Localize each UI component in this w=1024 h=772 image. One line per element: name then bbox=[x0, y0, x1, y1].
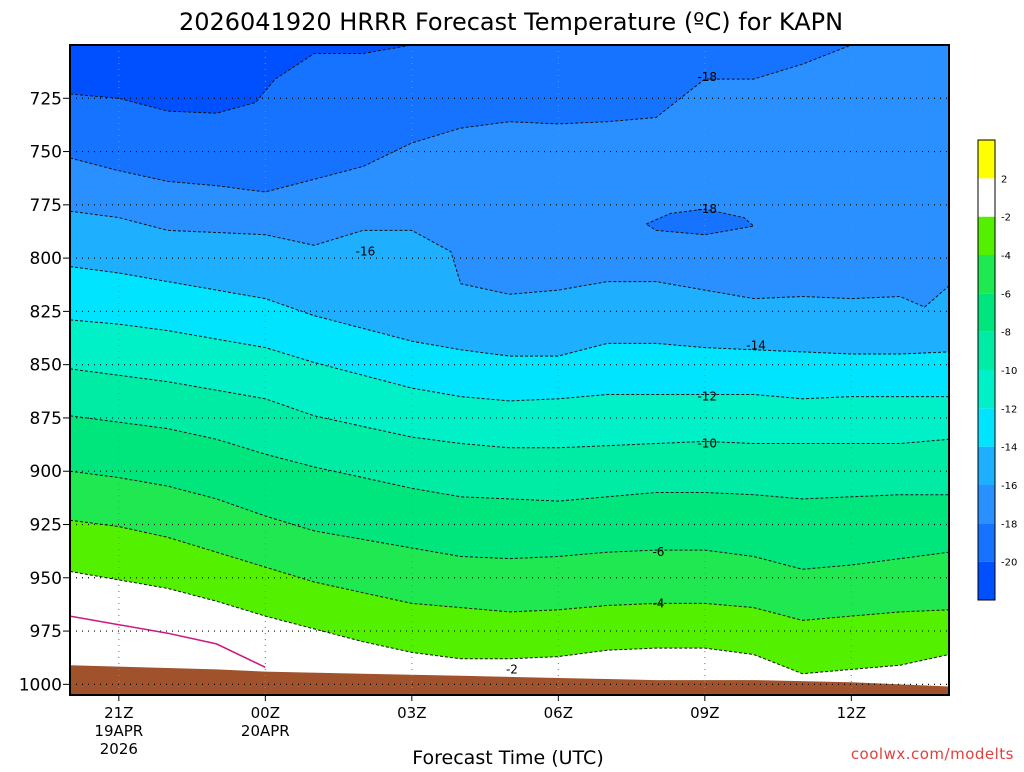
temperature-fills bbox=[70, 45, 949, 695]
contour-line--8 bbox=[70, 415, 949, 502]
contour-line--4 bbox=[70, 519, 949, 621]
y-tick-label: 875 bbox=[30, 409, 62, 429]
colorbar-swatch bbox=[978, 370, 995, 409]
colorbar-swatch bbox=[978, 331, 995, 370]
colorbar-tick-label: -14 bbox=[1001, 443, 1017, 454]
x-tick-sublabel: 19APR bbox=[94, 722, 143, 740]
contour-line--10 bbox=[70, 368, 949, 449]
plot-frame bbox=[69, 44, 950, 696]
contour-label: -12 bbox=[697, 390, 717, 404]
colorbar-swatch bbox=[978, 561, 995, 600]
contour-line--16 bbox=[70, 210, 949, 308]
y-tick-label: 1000 bbox=[19, 675, 62, 695]
dewpoint-line bbox=[70, 615, 266, 668]
x-tick-label: 06Z bbox=[544, 704, 573, 722]
contour-label: -18 bbox=[697, 70, 717, 84]
x-tick-label: 03Z bbox=[397, 704, 426, 722]
contour-line--20 bbox=[70, 45, 412, 114]
colorbar-tick-label: -10 bbox=[1001, 366, 1017, 377]
colorbar-swatch bbox=[978, 408, 995, 447]
x-tick-label: 21Z bbox=[104, 704, 133, 722]
y-tick-label: 775 bbox=[30, 196, 62, 216]
colorbar-swatch bbox=[978, 140, 995, 179]
colorbar-swatch bbox=[978, 255, 995, 294]
colorbar-tick-label: 2 bbox=[1001, 174, 1007, 185]
y-tick-label: 925 bbox=[30, 516, 62, 536]
contour-label: -18 bbox=[697, 202, 717, 216]
credit-text: coolwx.com/modelts bbox=[851, 745, 1014, 763]
y-tick-label: 900 bbox=[30, 462, 62, 482]
x-axis-label: Forecast Time (UTC) bbox=[412, 747, 603, 768]
colorbar: 2 -2 -4 -6 -8 -10 -12 -14 -16 -18 -20 bbox=[977, 139, 1017, 601]
colorbar-swatch bbox=[978, 485, 995, 524]
contour-labels: -18 -18 -16 -14 -12 -10 -6 -4 -2 bbox=[356, 70, 766, 676]
colorbar-swatch bbox=[978, 523, 995, 562]
colorbar-tick-label: -12 bbox=[1001, 404, 1017, 415]
chart-title: 2026041920 HRRR Forecast Temperature (ºC… bbox=[179, 8, 843, 36]
ground-area bbox=[70, 665, 949, 695]
colorbar-frame bbox=[977, 139, 996, 601]
contour-line--12 bbox=[70, 319, 949, 402]
contour-line--2 bbox=[70, 570, 949, 675]
colorbar-swatch bbox=[978, 446, 995, 485]
y-tick-label: 850 bbox=[30, 356, 62, 376]
contour-lines bbox=[70, 45, 949, 675]
x-tick-label: 09Z bbox=[690, 704, 719, 722]
contour-label: -14 bbox=[746, 338, 766, 352]
colorbar-tick-label: -16 bbox=[1001, 481, 1017, 492]
contour-label: -16 bbox=[356, 245, 376, 259]
contour-label: -2 bbox=[506, 662, 518, 676]
y-tick-label: 750 bbox=[30, 143, 62, 163]
colorbar-tick-label: -20 bbox=[1001, 558, 1017, 569]
grid-lines bbox=[70, 45, 949, 695]
colorbar-tick-label: -8 bbox=[1001, 328, 1011, 339]
y-axis: 725 750 775 800 825 850 875 900 925 950 975 1000 bbox=[19, 89, 70, 695]
y-tick-label: 800 bbox=[30, 249, 62, 269]
colorbar-swatch bbox=[978, 178, 995, 217]
y-tick-label: 725 bbox=[30, 89, 62, 109]
contour-label: -6 bbox=[652, 545, 664, 559]
colorbar-tick-label: -6 bbox=[1001, 289, 1011, 300]
colorbar-tick-label: -2 bbox=[1001, 213, 1011, 224]
x-tick-sublabel: 2026 bbox=[100, 740, 138, 758]
colorbar-swatch bbox=[978, 216, 995, 255]
band-fill--20 bbox=[70, 45, 412, 114]
colorbar-tick-label: -18 bbox=[1001, 519, 1017, 530]
y-tick-label: 825 bbox=[30, 302, 62, 322]
contour-line--18 bbox=[645, 208, 755, 236]
band-pocket--18 bbox=[646, 209, 754, 235]
x-tick-sublabel: 20APR bbox=[241, 722, 290, 740]
contour-label: -4 bbox=[652, 596, 664, 610]
colorbar-tick-label: -4 bbox=[1001, 251, 1011, 262]
y-tick-label: 950 bbox=[30, 569, 62, 589]
colorbar-swatch bbox=[978, 293, 995, 332]
y-tick-label: 975 bbox=[30, 622, 62, 642]
contour-label: -10 bbox=[697, 437, 717, 451]
x-tick-label: 12Z bbox=[837, 704, 866, 722]
contour-line--6 bbox=[70, 470, 949, 570]
ground-fill bbox=[70, 665, 949, 695]
dewpoint-path bbox=[70, 615, 266, 668]
x-tick-label: 00Z bbox=[251, 704, 280, 722]
